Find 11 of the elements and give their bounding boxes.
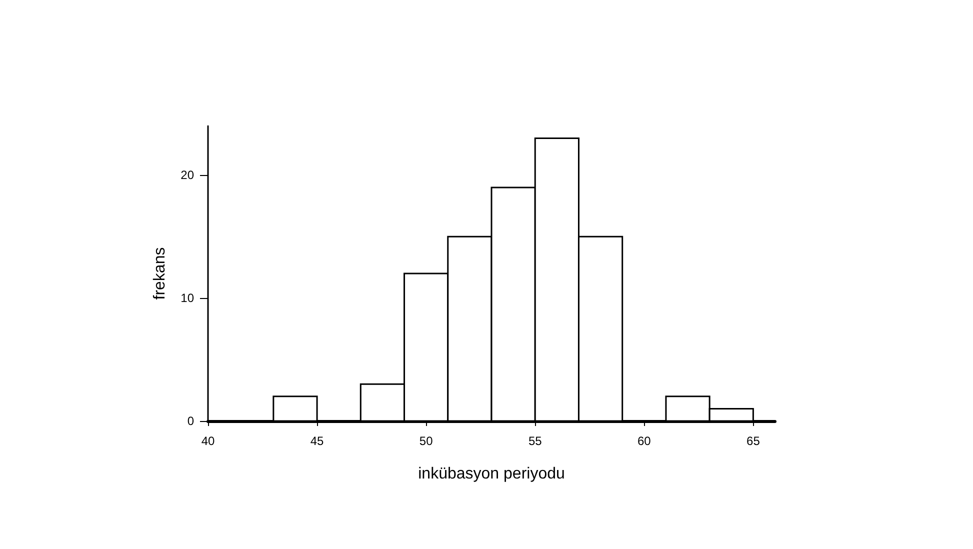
y-axis-title: frekans (152, 247, 168, 300)
y-tick-label: 20 (180, 168, 194, 182)
x-axis-title: inkübasyon periyodu (418, 466, 565, 482)
x-tick-label: 55 (528, 434, 542, 448)
y-tick-label: 10 (180, 291, 194, 306)
x-tick-label: 65 (746, 434, 760, 448)
x-tick-label: 40 (201, 434, 215, 448)
x-tick-label: 45 (310, 434, 324, 448)
x-tick-label: 50 (419, 434, 434, 448)
x-tick-label: 60 (637, 434, 652, 448)
y-tick-label: 0 (187, 414, 194, 428)
